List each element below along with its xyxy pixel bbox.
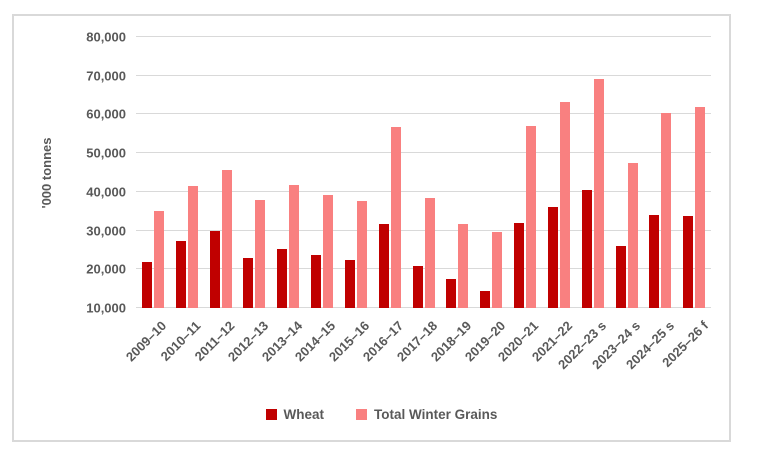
gridline — [136, 113, 711, 115]
bar-wheat — [480, 290, 491, 308]
gridline — [136, 74, 711, 76]
bar-wheat — [683, 215, 694, 308]
category-group-2021-22 — [542, 37, 576, 308]
y-tick-label: 30,000 — [86, 223, 126, 239]
bar-total-winter-grains — [153, 210, 164, 308]
gridline — [136, 36, 711, 37]
category-group-2017-18 — [407, 37, 441, 308]
bar-total-winter-grains — [559, 101, 570, 308]
category-group-2010-11 — [170, 37, 204, 308]
legend-label: Wheat — [283, 407, 325, 422]
bar-wheat — [581, 189, 592, 308]
bar-wheat — [175, 240, 186, 308]
bar-wheat — [649, 214, 660, 308]
bar-total-winter-grains — [526, 126, 537, 308]
bar-wheat — [209, 230, 220, 308]
bar-total-winter-grains — [289, 184, 300, 308]
bar-total-winter-grains — [424, 198, 435, 308]
gridline — [136, 152, 711, 154]
y-axis-tick-labels: 10,000 20,000 30,000 40,000 50,000 60,000 70,0… — [14, 30, 126, 316]
category-group-2012-13 — [237, 37, 271, 308]
legend-swatch-wheat — [265, 409, 277, 420]
bar-wheat — [514, 223, 525, 308]
bar-wheat — [378, 223, 389, 308]
bar-total-winter-grains — [255, 199, 266, 308]
bar-total-winter-grains — [458, 223, 469, 308]
category-group-2015-16 — [339, 37, 373, 308]
legend-item-total-winter-grains: Total Winter Grains — [356, 407, 497, 422]
bar-wheat — [446, 278, 457, 308]
bar-wheat — [277, 248, 288, 308]
plot-area — [136, 36, 711, 308]
bar-wheat — [344, 260, 355, 308]
category-group-2013-14 — [271, 37, 305, 308]
gridline — [136, 229, 711, 231]
bar-total-winter-grains — [356, 200, 367, 308]
bar-total-winter-grains — [323, 194, 334, 308]
bar-total-winter-grains — [221, 170, 232, 308]
chart-frame: '000 tonnes 10,000 20,000 30,000 40,000 50,0… — [12, 14, 731, 442]
category-group-2018-19 — [440, 37, 474, 308]
bar-wheat — [615, 245, 626, 308]
bar-wheat — [412, 265, 423, 308]
category-group-2023-24-s — [610, 37, 644, 308]
bar-total-winter-grains — [627, 163, 638, 308]
legend: Wheat Total Winter Grains — [24, 407, 739, 422]
bar-wheat — [243, 258, 254, 308]
gridline — [136, 190, 711, 192]
bar-total-winter-grains — [492, 231, 503, 308]
gridline — [136, 307, 711, 308]
bar-total-winter-grains — [593, 78, 604, 308]
bar-wheat — [311, 254, 322, 308]
y-tick-label: 70,000 — [86, 68, 126, 84]
category-group-2011-12 — [204, 37, 238, 308]
legend-label: Total Winter Grains — [374, 407, 498, 422]
bar-total-winter-grains — [661, 112, 672, 308]
bar-total-winter-grains — [390, 127, 401, 308]
y-tick-label: 60,000 — [86, 106, 126, 122]
category-group-2014-15 — [305, 37, 339, 308]
category-group-2025-26-f — [677, 37, 711, 308]
legend-swatch-total-winter-grains — [356, 409, 368, 420]
x-axis-labels: 2009–10 2010–11 2011–12 2012–13 2013–14 2014–… — [123, 312, 711, 386]
bars-layer — [136, 37, 711, 308]
legend-item-wheat: Wheat — [265, 407, 325, 422]
category-group-2024-25-s — [643, 37, 677, 308]
category-group-2022-23-s — [576, 37, 610, 308]
y-tick-label: 50,000 — [86, 145, 126, 161]
y-tick-label: 80,000 — [86, 29, 126, 45]
bar-wheat — [547, 206, 558, 308]
bar-wheat — [141, 262, 152, 308]
y-tick-label: 10,000 — [86, 300, 126, 316]
category-group-2009-10 — [136, 37, 170, 308]
y-tick-label: 20,000 — [86, 261, 126, 277]
bar-total-winter-grains — [187, 185, 198, 308]
bar-total-winter-grains — [695, 106, 706, 308]
gridline — [136, 268, 711, 270]
category-group-2016-17 — [373, 37, 407, 308]
category-group-2019-20 — [474, 37, 508, 308]
y-tick-label: 40,000 — [86, 184, 126, 200]
category-group-2020-21 — [508, 37, 542, 308]
